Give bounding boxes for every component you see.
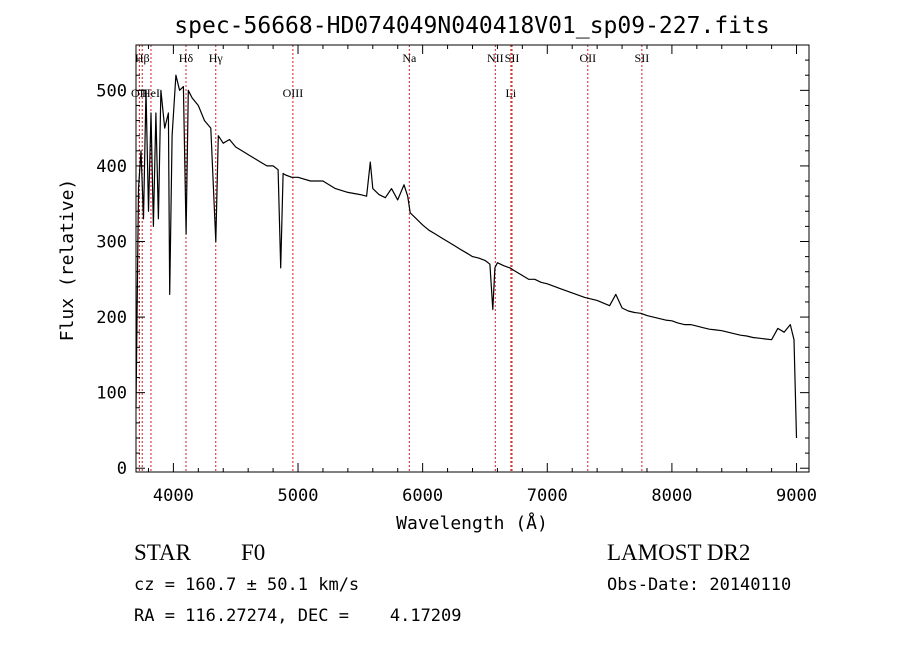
redshift-readout: cz = 160.7 ± 50.1 km/s	[134, 575, 359, 595]
y-axis-label: Flux (relative)	[57, 179, 78, 342]
x-tick-label: 8000	[651, 486, 692, 506]
y-axis: 0 100 200 300 400 500	[96, 59, 809, 479]
x-tick-label: 5000	[278, 486, 319, 506]
obs-date: Obs-Date: 20140110	[607, 575, 791, 595]
y-tick-label: 0	[117, 459, 127, 479]
object-class: STAR	[134, 540, 192, 565]
marker-label: NII	[487, 51, 504, 65]
survey-name: LAMOST DR2	[607, 540, 750, 565]
object-subclass: F0	[241, 540, 265, 565]
chart-title: spec-56668-HD074049N040418V01_sp09-227.f…	[174, 13, 769, 39]
marker-label: Hγ	[209, 51, 224, 65]
plot-frame	[135, 44, 810, 473]
y-tick-label: 300	[96, 232, 127, 252]
x-axis-label: Wavelength (Å)	[396, 512, 548, 534]
spectrum-line	[135, 74, 798, 439]
marker-label: OII	[579, 51, 596, 65]
marker-label: SII	[635, 51, 650, 65]
x-tick-label: 4000	[153, 486, 194, 506]
y-tick-label: 500	[96, 81, 127, 101]
marker-label: SII	[505, 51, 520, 65]
spectrum-series	[135, 74, 798, 439]
marker-label: Na	[402, 51, 417, 65]
marker-label: OII	[131, 86, 148, 100]
marker-label: Hβ	[135, 51, 150, 65]
marker-label: Hδ	[179, 51, 194, 65]
x-tick-label: 9000	[776, 486, 817, 506]
x-tick-label: 7000	[527, 486, 568, 506]
x-tick-label: 6000	[402, 486, 443, 506]
marker-label: HeI	[142, 86, 160, 100]
marker-label: OIII	[283, 86, 304, 100]
y-tick-label: 200	[96, 308, 127, 328]
marker-label: Li	[506, 86, 517, 100]
coordinates-readout: RA = 116.27274, DEC = 4.17209	[134, 606, 462, 626]
y-tick-label: 100	[96, 384, 127, 404]
x-axis: 4000 5000 6000 7000 8000 9000	[147, 45, 817, 506]
y-tick-label: 400	[96, 157, 127, 177]
